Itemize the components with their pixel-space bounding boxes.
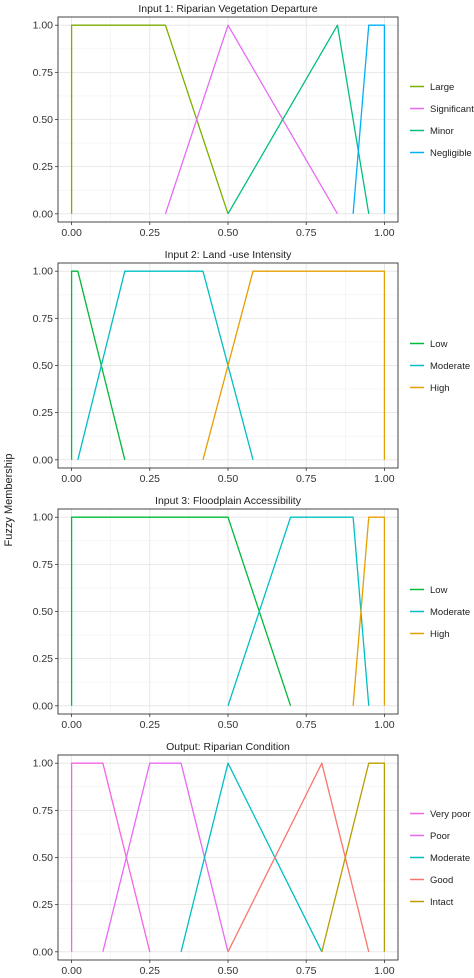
- legend-label: Intact: [430, 897, 454, 908]
- legend-label: Moderate: [430, 853, 470, 864]
- x-tick-label: 0.25: [140, 473, 161, 485]
- legend-label: Moderate: [430, 361, 470, 372]
- panel-3: Input 3: Floodplain Accessibility 0.00 0.2…: [33, 495, 471, 731]
- x-tick-label: 0.75: [296, 719, 317, 731]
- legend-label: Negligible: [430, 148, 472, 159]
- legend-label: Large: [430, 82, 454, 93]
- x-tick-label: 1.00: [374, 965, 395, 977]
- y-tick-label: 1.00: [33, 512, 54, 524]
- legend-label: Significant: [430, 104, 474, 115]
- panel-4: Output: Riparian Condition 0.00 0.25 0.50 0.…: [33, 741, 471, 977]
- y-tick-label: 0.25: [33, 161, 54, 173]
- chart-title: Input 1: Riparian Vegetation Departure: [138, 3, 317, 15]
- legend-label: Low: [430, 339, 448, 350]
- series-line-negligible: [352, 24, 386, 214]
- legend-label: Low: [430, 585, 448, 596]
- series-line-moderate: [180, 762, 323, 953]
- x-tick-label: 0.00: [61, 965, 82, 977]
- y-axis-label: Fuzzy Membership: [3, 454, 15, 547]
- legend-label: High: [430, 383, 450, 394]
- x-tick-label: 0.00: [61, 719, 82, 731]
- y-tick-label: 0.75: [33, 313, 54, 325]
- panel-2: Input 2: Land -use Intensity 0.00 0.25 0.50…: [33, 249, 471, 485]
- x-tick-label: 0.50: [218, 227, 239, 239]
- y-tick-label: 0.00: [33, 946, 54, 958]
- y-tick-label: 0.50: [33, 360, 54, 372]
- x-tick-label: 0.75: [296, 227, 317, 239]
- x-tick-label: 1.00: [374, 473, 395, 485]
- y-tick-label: 0.75: [33, 805, 54, 817]
- y-tick-label: 1.00: [33, 266, 54, 278]
- y-tick-label: 1.00: [33, 20, 54, 32]
- series-line-good: [227, 762, 370, 953]
- y-tick-label: 0.50: [33, 852, 54, 864]
- chart-title: Output: Riparian Condition: [166, 741, 290, 753]
- x-tick-label: 0.25: [140, 227, 161, 239]
- x-tick-label: 0.00: [61, 227, 82, 239]
- chart-title: Input 3: Floodplain Accessibility: [155, 495, 302, 507]
- x-tick-label: 0.50: [218, 965, 239, 977]
- y-tick-label: 0.50: [33, 606, 54, 618]
- y-tick-label: 1.00: [33, 758, 54, 770]
- y-tick-label: 0.75: [33, 559, 54, 571]
- y-tick-label: 0.00: [33, 700, 54, 712]
- series-line-high: [202, 270, 386, 460]
- x-tick-label: 1.00: [374, 719, 395, 731]
- x-tick-label: 0.50: [218, 719, 239, 731]
- legend-label: Moderate: [430, 607, 470, 618]
- y-tick-label: 0.75: [33, 67, 54, 79]
- y-tick-label: 0.00: [33, 208, 54, 220]
- panel-1: Input 1: Riparian Vegetation Departure 0.…: [33, 3, 474, 239]
- legend-label: High: [430, 629, 450, 640]
- series-line-intact: [321, 762, 386, 952]
- x-tick-label: 1.00: [374, 227, 395, 239]
- x-tick-label: 0.25: [140, 719, 161, 731]
- y-tick-label: 0.25: [33, 407, 54, 419]
- x-tick-label: 0.75: [296, 965, 317, 977]
- y-tick-label: 0.00: [33, 454, 54, 466]
- x-tick-label: 0.75: [296, 473, 317, 485]
- x-tick-label: 0.25: [140, 965, 161, 977]
- x-tick-label: 0.50: [218, 473, 239, 485]
- chart-title: Input 2: Land -use Intensity: [165, 249, 292, 261]
- x-tick-label: 0.00: [61, 473, 82, 485]
- y-tick-label: 0.50: [33, 114, 54, 126]
- series-line-significant: [164, 24, 339, 215]
- legend-label: Very poor: [430, 809, 471, 820]
- y-tick-label: 0.25: [33, 653, 54, 665]
- series-line-high: [352, 516, 386, 706]
- y-tick-label: 0.25: [33, 899, 54, 911]
- legend-label: Good: [430, 875, 453, 886]
- legend-label: Poor: [430, 831, 450, 842]
- legend-label: Minor: [430, 126, 454, 137]
